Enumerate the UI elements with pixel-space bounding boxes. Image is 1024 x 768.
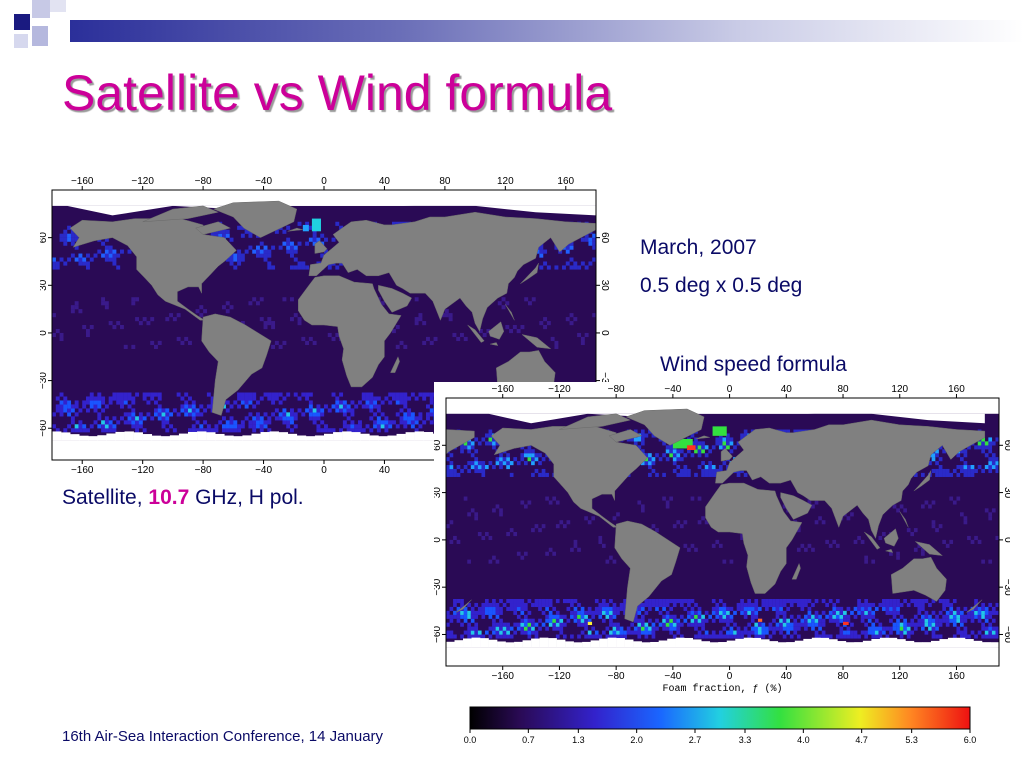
sea-ice xyxy=(446,398,999,666)
lon-tick-label-top: 120 xyxy=(891,384,908,395)
lon-tick-label-bottom: 120 xyxy=(891,671,908,682)
lon-tick-label-top: −40 xyxy=(664,384,681,395)
lon-tick-label-top: 40 xyxy=(379,176,391,187)
lat-tick-label-left: −60 xyxy=(434,626,443,643)
lon-tick-label-bottom: 0 xyxy=(727,671,733,682)
colorbar-axis-label: Foam fraction, ƒ (%) xyxy=(662,683,782,695)
foam-fraction-colorbar: 0.0 0.7 1.3 2.0 2.7 3.3 4.0 4.7 5.3 6.0 xyxy=(460,705,980,753)
lon-tick-label-top: −160 xyxy=(491,384,514,395)
lat-tick-label-left: 30 xyxy=(434,487,443,499)
lat-tick-label-right: 60 xyxy=(1002,440,1010,452)
lon-tick-label-bottom: −160 xyxy=(491,671,514,682)
lat-tick-label-right: 30 xyxy=(599,280,610,292)
logo-square-light xyxy=(32,0,50,18)
lon-tick-label-top: −120 xyxy=(131,176,154,187)
colorbar-tick-label: 6.0 xyxy=(964,735,977,745)
lon-tick-label-bottom: −160 xyxy=(71,465,94,474)
lat-tick-label-left: 0 xyxy=(434,537,443,543)
world-map-plot: −160 −160 −120 −120 −80 −80 −40 −40 0 0 40 40 80 80 12… xyxy=(434,384,1010,695)
grid-resolution-text: 0.5 deg x 0.5 deg xyxy=(640,274,803,297)
satellite-label-prefix: Satellite, xyxy=(62,486,149,509)
lat-tick-label-left: −30 xyxy=(40,372,49,389)
lon-tick-label-bottom: −120 xyxy=(131,465,154,474)
logo-square-light xyxy=(50,0,66,12)
lat-tick-label-right: 0 xyxy=(1002,537,1010,543)
colorbar-tick-label: 5.3 xyxy=(905,735,918,745)
lat-tick-label-left: 60 xyxy=(40,232,49,244)
lon-tick-label-bottom: −40 xyxy=(255,465,272,474)
lon-tick-label-top: −160 xyxy=(71,176,94,187)
lon-tick-label-top: −80 xyxy=(195,176,212,187)
colorbar-tick-label: 1.3 xyxy=(572,735,585,745)
colorbar-svg: 0.0 0.7 1.3 2.0 2.7 3.3 4.0 4.7 5.3 6.0 xyxy=(464,706,977,745)
colorbar-tick-label: 2.0 xyxy=(630,735,643,745)
lat-tick-label-right: 0 xyxy=(599,330,610,336)
lat-tick-label-left: −60 xyxy=(40,419,49,436)
lat-tick-label-right: −30 xyxy=(1002,579,1010,596)
lon-tick-label-top: 160 xyxy=(557,176,574,187)
footer-text: 16th Air-Sea Interaction Conference, 14 … xyxy=(62,728,384,745)
map-frame xyxy=(445,397,1000,667)
lon-tick-label-bottom: 160 xyxy=(948,671,965,682)
lon-tick-label-top: 0 xyxy=(321,176,327,187)
colorbar-tick-label: 4.7 xyxy=(855,735,868,745)
colorbar-tick-label: 0.7 xyxy=(522,735,535,745)
slide-title: Satellite vs Wind formula xyxy=(62,65,613,121)
lon-tick-label-top: −120 xyxy=(548,384,571,395)
lon-tick-label-bottom: 0 xyxy=(321,465,327,474)
colorbar-tick-label: 3.3 xyxy=(739,735,752,745)
lat-tick-label-right: −60 xyxy=(1002,626,1010,643)
satellite-label-suffix: GHz, H pol. xyxy=(189,486,304,509)
lon-tick-label-top: 80 xyxy=(439,176,451,187)
lon-tick-label-top: 80 xyxy=(837,384,849,395)
logo-square-light xyxy=(14,34,28,48)
land-masses xyxy=(446,408,986,623)
logo-square-light xyxy=(32,26,48,46)
lon-tick-label-bottom: 40 xyxy=(379,465,391,474)
satellite-label: Satellite, 10.7 GHz, H pol. xyxy=(62,486,304,510)
world-map-plot: −160−160−120−120−80−80−40−40004040808012… xyxy=(40,176,610,474)
lat-tick-label-right: −30 xyxy=(599,372,610,389)
header-gradient-bar xyxy=(70,20,1024,42)
satellite-foam-map: −160−160−120−120−80−80−40−40004040808012… xyxy=(40,176,616,474)
lon-tick-label-bottom: −80 xyxy=(195,465,212,474)
logo-square-navy xyxy=(14,14,30,30)
colorbar-tick-label: 2.7 xyxy=(689,735,702,745)
lat-tick-label-left: −30 xyxy=(434,578,443,595)
wind-formula-label: Wind speed formula xyxy=(660,353,847,376)
lat-tick-label-left: 60 xyxy=(434,439,443,451)
colorbar-gradient xyxy=(469,706,971,730)
lon-tick-label-top: 0 xyxy=(727,384,733,395)
date-text: March, 2007 xyxy=(640,236,757,259)
lon-tick-label-bottom: 40 xyxy=(781,671,793,682)
lon-tick-label-top: 120 xyxy=(497,176,514,187)
colorbar-tick-label: 0.0 xyxy=(464,735,477,745)
lon-tick-label-top: 160 xyxy=(948,384,965,395)
lat-tick-label-right: 60 xyxy=(599,232,610,244)
lon-tick-label-top: −80 xyxy=(608,384,625,395)
lat-tick-label-left: 0 xyxy=(40,330,49,336)
colorbar-tick-label: 4.0 xyxy=(797,735,810,745)
lon-tick-label-bottom: −80 xyxy=(608,671,625,682)
lon-tick-label-bottom: −120 xyxy=(548,671,571,682)
lon-tick-label-bottom: −40 xyxy=(664,671,681,682)
lon-tick-label-top: 40 xyxy=(781,384,793,395)
lon-tick-label-bottom: 80 xyxy=(837,671,849,682)
wind-formula-foam-map: −160 −160 −120 −120 −80 −80 −40 −40 0 0 40 40 80 80 12… xyxy=(434,382,1010,700)
lat-tick-label-right: 30 xyxy=(1002,487,1010,499)
lat-tick-label-left: 30 xyxy=(40,279,49,291)
satellite-frequency: 10.7 xyxy=(148,486,190,509)
lon-tick-label-top: −40 xyxy=(255,176,272,187)
